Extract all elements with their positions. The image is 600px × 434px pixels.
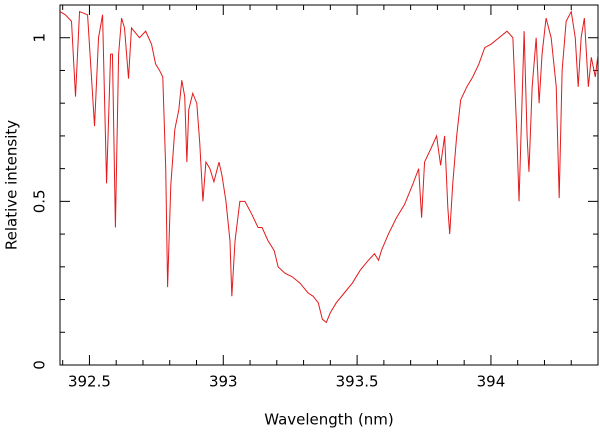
y-axis-label: Relative intensity [3,120,21,250]
x-tick-label: 393.5 [336,373,379,391]
x-tick-label: 392.5 [68,373,111,391]
y-tick-label: 0 [31,360,49,370]
spectrum-line [60,9,598,324]
x-tick-label: 393 [209,373,238,391]
x-axis-label: Wavelength (nm) [264,411,394,429]
x-tick-label: 394 [477,373,506,391]
y-tick-label: 1 [31,33,49,43]
y-tick-label: 0.5 [31,189,49,213]
plot-frame [59,4,599,366]
